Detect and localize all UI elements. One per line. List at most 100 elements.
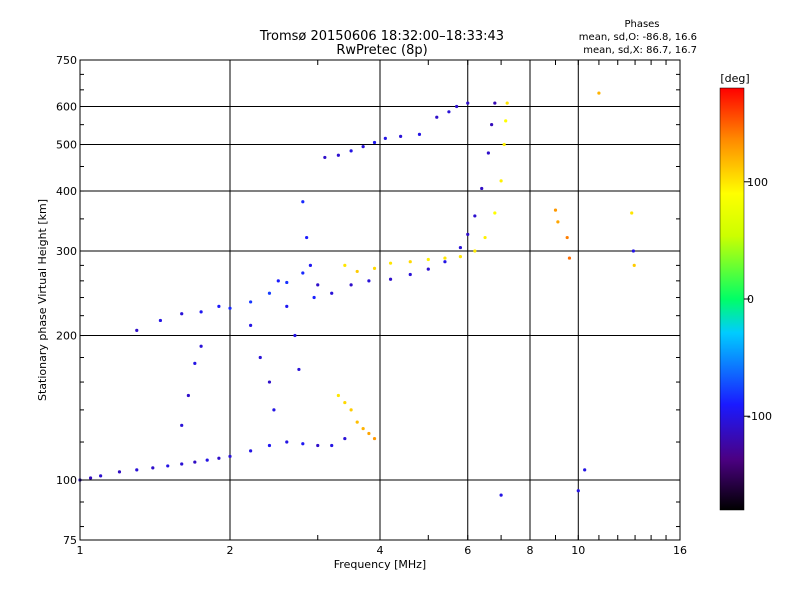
- scatter-point: [473, 249, 477, 253]
- scatter-point: [486, 151, 490, 155]
- scatter-point: [297, 367, 301, 372]
- scatter-point: [388, 277, 393, 281]
- scatter-point: [267, 380, 272, 384]
- scatter-point: [632, 263, 636, 267]
- scatter-point: [447, 110, 451, 114]
- phase-stats-o: mean, sd,O: -86.8, 16.6: [579, 32, 697, 43]
- scatter-point: [576, 489, 580, 493]
- scatter-point: [180, 462, 184, 466]
- x-axis-label: Frequency [MHz]: [334, 558, 426, 571]
- y-tick-label: 100: [56, 474, 77, 487]
- scatter-point: [285, 280, 289, 285]
- scatter-point: [193, 460, 197, 464]
- scatter-point: [301, 271, 305, 275]
- scatter-point: [316, 283, 320, 287]
- colorbar-tick-label: 0: [747, 293, 754, 306]
- scatter-point: [499, 493, 503, 497]
- scatter-point: [480, 186, 484, 191]
- scatter-point: [158, 318, 163, 323]
- colorbar-tick-label: -100: [747, 410, 772, 423]
- colorbar-ticks: 100 0 -100: [744, 176, 772, 423]
- scatter-point: [228, 454, 232, 459]
- scatter-point: [316, 443, 320, 448]
- scatter-point: [466, 232, 470, 236]
- colorbar: [719, 87, 745, 511]
- scatter-point: [426, 257, 430, 262]
- scatter-point: [361, 145, 365, 149]
- chart-title-line2: RwPretec (8p): [336, 43, 427, 58]
- x-tick-label: 4: [377, 544, 384, 557]
- scatter-point: [205, 458, 209, 462]
- scatter-point: [553, 208, 558, 212]
- y-axis-label: Stationary phase Virtual Height [km]: [36, 199, 49, 401]
- scatter-point: [493, 101, 497, 105]
- scatter-point: [597, 91, 601, 95]
- y-tick-labels: 75 100 200 300 400 500 600 750: [56, 54, 77, 547]
- scatter-point: [349, 408, 353, 412]
- scatter-point: [199, 310, 203, 314]
- scatter-point: [267, 443, 272, 448]
- scatter-point: [272, 408, 276, 412]
- scatter-point: [372, 436, 377, 441]
- colorbar-tick-label: 100: [747, 176, 768, 189]
- scatter-point: [301, 200, 305, 204]
- scatter-point: [301, 442, 305, 446]
- scatter-point: [408, 272, 412, 277]
- scatter-point: [88, 476, 93, 480]
- scatter-point: [367, 431, 371, 436]
- x-tick-label: 2: [227, 544, 234, 557]
- scatter-point: [631, 249, 635, 253]
- scatter-point: [466, 101, 470, 105]
- x-tick-label: 1: [77, 544, 84, 557]
- scatter-point: [455, 104, 459, 109]
- scatter-point: [505, 101, 509, 105]
- tick-marks: [79, 59, 681, 540]
- y-tick-label: 600: [56, 101, 77, 114]
- scatter-point: [323, 155, 327, 160]
- scatter-point: [458, 255, 463, 259]
- scatter-point: [228, 306, 232, 310]
- scatter-point: [249, 449, 253, 453]
- scatter-point: [343, 400, 347, 405]
- scatter-point: [267, 291, 272, 295]
- scatter-point: [180, 423, 184, 427]
- scatter-point: [293, 333, 297, 338]
- scatter-point: [135, 468, 139, 472]
- phase-stats-x: mean, sd,X: 86.7, 16.7: [583, 45, 697, 56]
- scatter-point: [308, 263, 313, 267]
- scatter-point: [493, 211, 497, 215]
- scatter-point: [417, 132, 422, 136]
- x-tick-labels: 1 2 4 6 8 10 16: [77, 544, 688, 557]
- scatter-point: [99, 474, 103, 478]
- scatter-point: [361, 426, 365, 431]
- scatter-point: [285, 304, 289, 309]
- scatter-point: [330, 443, 334, 448]
- scatter-point: [556, 220, 560, 224]
- scatter-point: [408, 260, 412, 264]
- scatter-point: [435, 115, 439, 119]
- scatter-point: [443, 260, 447, 264]
- y-tick-label: 200: [56, 330, 77, 343]
- scatter-point: [336, 153, 340, 157]
- x-tick-label: 8: [527, 544, 534, 557]
- scatter-points: [78, 91, 636, 497]
- x-tick-label: 10: [571, 544, 585, 557]
- scatter-point: [330, 291, 334, 295]
- scatter-point: [458, 245, 463, 250]
- scatter-point: [276, 279, 280, 283]
- scatter-point: [502, 142, 506, 147]
- y-tick-label: 75: [63, 534, 77, 547]
- x-tick-label: 16: [673, 544, 687, 557]
- scatter-point: [355, 420, 359, 424]
- scatter-point: [355, 269, 359, 274]
- scatter-point: [565, 235, 569, 240]
- scatter-point: [343, 436, 347, 441]
- y-tick-label: 500: [56, 139, 77, 152]
- scatter-point: [383, 136, 387, 140]
- scatter-point: [343, 263, 347, 267]
- scatter-point: [199, 344, 203, 348]
- scatter-point: [217, 304, 221, 309]
- chart-title-line1: Tromsø 20150606 18:32:00–18:33:43: [259, 29, 504, 44]
- scatter-point: [443, 256, 447, 260]
- scatter-point: [349, 283, 353, 287]
